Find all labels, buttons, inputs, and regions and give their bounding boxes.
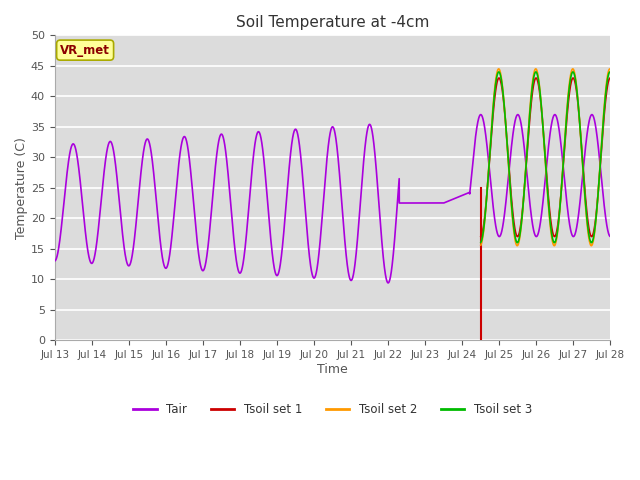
Legend: Tair, Tsoil set 1, Tsoil set 2, Tsoil set 3: Tair, Tsoil set 1, Tsoil set 2, Tsoil se… xyxy=(129,398,537,420)
X-axis label: Time: Time xyxy=(317,363,348,376)
Text: VR_met: VR_met xyxy=(60,44,110,57)
Title: Soil Temperature at -4cm: Soil Temperature at -4cm xyxy=(236,15,429,30)
Y-axis label: Temperature (C): Temperature (C) xyxy=(15,137,28,239)
